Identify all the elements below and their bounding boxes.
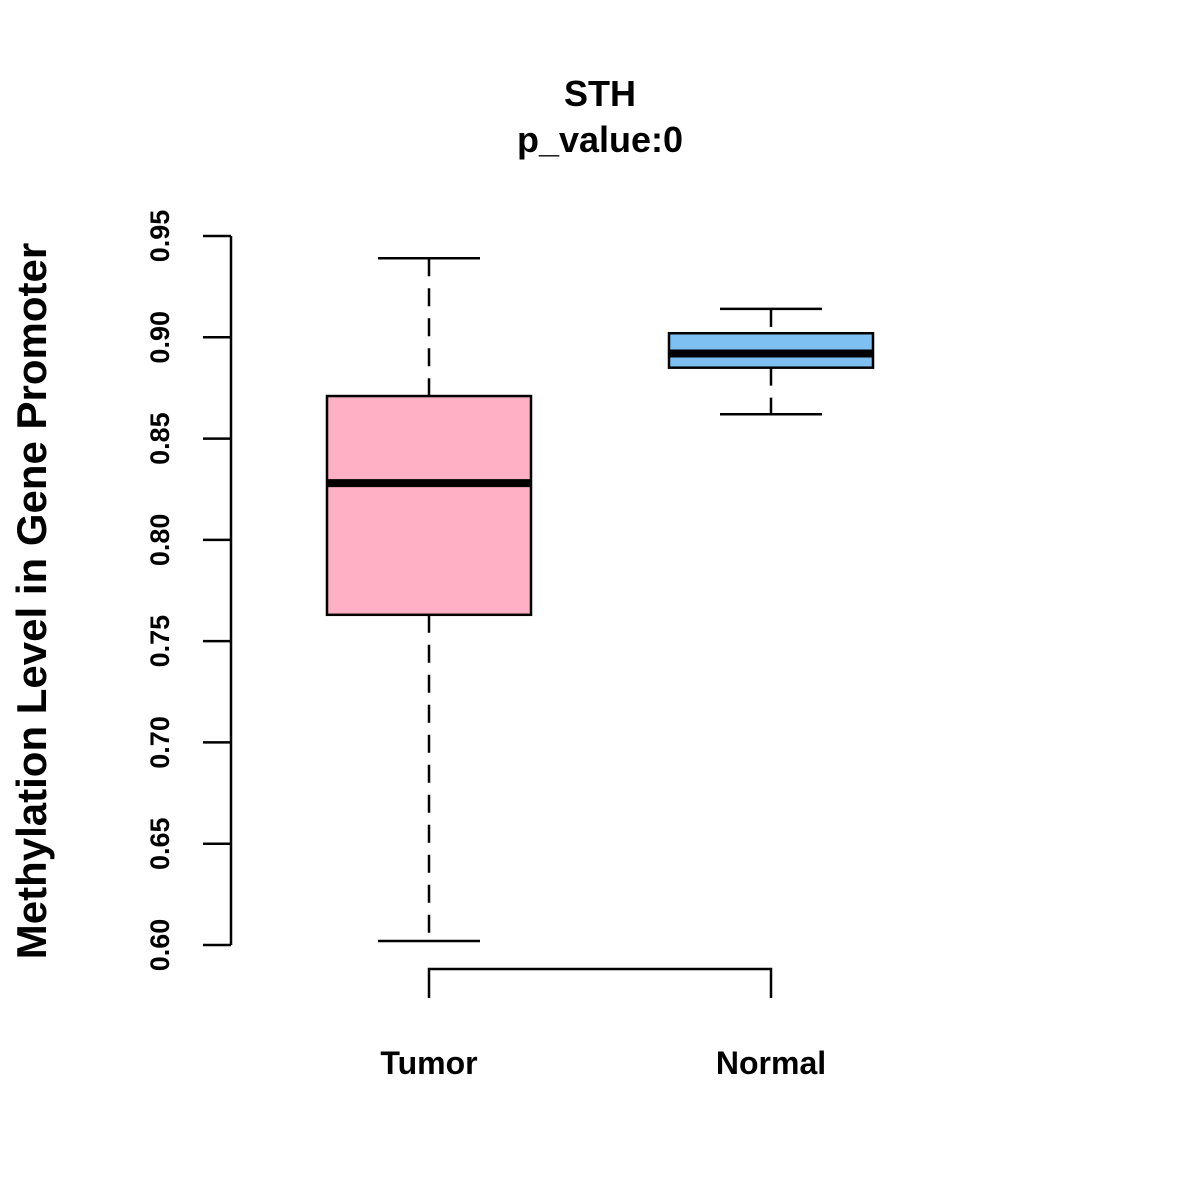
x-category-label-normal: Normal <box>716 1045 826 1081</box>
y-tick-label: 0.90 <box>145 311 175 364</box>
x-category-label-tumor: Tumor <box>380 1045 477 1081</box>
bracket-line <box>427 967 773 998</box>
box-tumor <box>325 257 533 943</box>
x-axis-category-labels: Tumor Normal <box>380 1045 826 1081</box>
boxes-layer <box>325 257 875 943</box>
y-axis-label: Methylation Level in Gene Promoter <box>8 243 55 959</box>
y-tick-label: 0.95 <box>145 210 175 263</box>
y-tick-label: 0.60 <box>145 919 175 972</box>
box-normal <box>667 307 875 416</box>
y-tick-label: 0.80 <box>145 514 175 567</box>
y-axis: 0.60 0.65 0.70 0.75 0.80 0.85 0.90 0.95 <box>145 210 233 972</box>
comparison-bracket <box>427 967 773 998</box>
y-tick-label: 0.65 <box>145 817 175 870</box>
chart-subtitle: p_value:0 <box>517 119 683 160</box>
y-tick-label: 0.70 <box>145 716 175 769</box>
chart-title: STH <box>564 73 636 114</box>
iqr-box <box>325 394 533 617</box>
y-tick-label: 0.85 <box>145 412 175 465</box>
y-tick-label: 0.75 <box>145 615 175 668</box>
